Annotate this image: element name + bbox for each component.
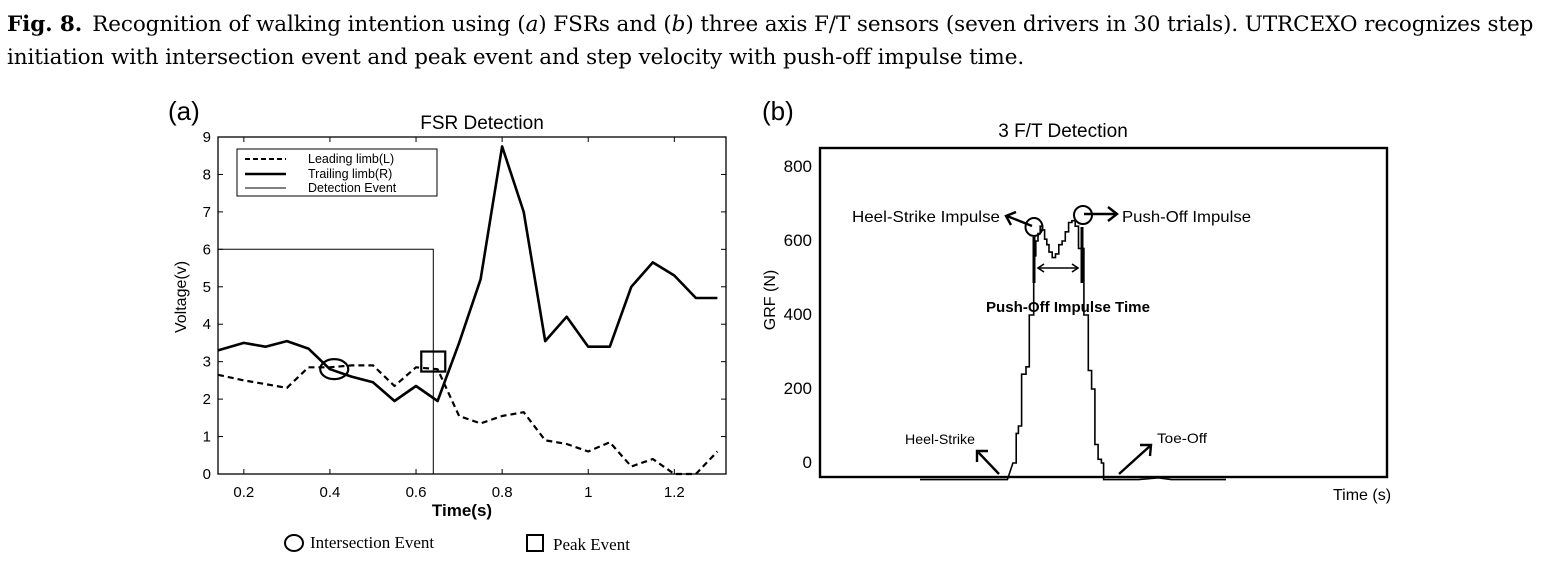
panel-b: (b) 3 F/T Detection 0 200 400 600 800 GRF (N… xyxy=(762,96,1391,504)
toe-off-arrow xyxy=(1118,445,1151,475)
chart-a-title: FSR Detection xyxy=(420,113,544,134)
chart-a-x-tick-label: 1.2 xyxy=(664,484,685,501)
peak-event-symbol xyxy=(526,534,544,552)
series-grf xyxy=(920,219,1226,481)
chart-a-y-axis: 0 1 2 3 4 5 6 7 8 9 xyxy=(203,129,726,483)
chart-a-y-tick-label: 5 xyxy=(203,279,211,296)
panel-a-label: (a) xyxy=(168,96,200,126)
panel-b-label: (b) xyxy=(762,96,794,126)
legend-label-leading: Leading limb(L) xyxy=(308,152,394,166)
heel-strike-arrowhead xyxy=(975,449,988,462)
caption-text-1: Recognition of walking intention using ( xyxy=(92,12,526,37)
intersection-event-symbol xyxy=(284,534,304,552)
chart-a-x-tick-label: 0.6 xyxy=(406,484,427,501)
chart-a-legend: Leading limb(L) Trailing limb(R) Detecti… xyxy=(236,148,438,197)
peak-event-marker xyxy=(420,350,447,373)
chart-a-y-tick-label: 4 xyxy=(203,316,211,333)
chart-a-x-tick-label: 0.8 xyxy=(492,484,513,501)
caption-a: a xyxy=(525,12,539,37)
caption-text-3: ) three axis F/T sensors (seven drivers … xyxy=(7,12,1534,70)
chart-b-title: 3 F/T Detection xyxy=(998,121,1128,142)
chart-a-y-tick-label: 6 xyxy=(203,241,211,258)
chart-a-x-label: Time(s) xyxy=(432,501,492,520)
heel-strike-impulse-circle xyxy=(1024,217,1044,237)
chart-a-x-tick-label: 0.2 xyxy=(233,484,254,501)
chart-a-series xyxy=(217,145,719,476)
series-leading-limb xyxy=(217,364,719,476)
heel-strike-arrow xyxy=(977,451,1000,475)
chart-a-marker-legend: Intersection Event Peak Event xyxy=(284,533,630,554)
legend-label-trailing: Trailing limb(R) xyxy=(308,167,392,181)
chart-a-y-label: Voltage(v) xyxy=(173,261,190,333)
series-trailing-limb xyxy=(217,145,718,403)
push-off-impulse-label: Push-Off Impulse xyxy=(1122,209,1251,226)
impulse-time-right-head xyxy=(1071,263,1080,273)
chart-b-y-tick-label: 800 xyxy=(784,157,812,176)
intersection-event-label: Intersection Event xyxy=(310,533,434,552)
chart-a-y-tick-label: 2 xyxy=(203,391,211,408)
chart-a-plot-frame xyxy=(217,136,727,475)
chart-b-series xyxy=(920,219,1226,481)
chart-b-annotations: Heel-Strike Impulse Push-Off Impulse Pus… xyxy=(852,205,1251,475)
chart-a-y-tick-label: 7 xyxy=(203,204,211,221)
heel-strike-label: Heel-Strike xyxy=(905,431,975,447)
chart-b-y-tick-label: 0 xyxy=(803,453,812,472)
legend-label-detection: Detection Event xyxy=(308,181,397,195)
intersection-event-marker xyxy=(319,358,350,381)
chart-b-y-axis: 0 200 400 600 800 xyxy=(784,157,812,472)
heel-strike-impulse-arrowhead xyxy=(1004,210,1017,226)
heel-strike-impulse-label: Heel-Strike Impulse xyxy=(852,209,1000,226)
push-off-impulse-time-label: Push-Off Impulse Time xyxy=(986,299,1150,316)
caption-b: b xyxy=(671,12,686,37)
chart-a-x-tick-label: 0.4 xyxy=(320,484,341,501)
chart-a-y-tick-label: 8 xyxy=(203,166,211,183)
chart-b-x-label: Time (s) xyxy=(1333,487,1391,504)
impulse-time-left-head xyxy=(1036,263,1045,273)
chart-a-y-tick-label: 1 xyxy=(203,429,211,446)
chart-a-y-tick-label: 3 xyxy=(203,354,211,371)
chart-a-y-tick-label: 0 xyxy=(203,466,211,483)
chart-b-y-tick-label: 400 xyxy=(784,305,812,324)
peak-event-label: Peak Event xyxy=(553,535,630,554)
chart-b-y-label: GRF (N) xyxy=(762,270,779,330)
figure-label: Fig. 8. xyxy=(7,12,83,37)
chart-a-markers xyxy=(319,350,447,381)
chart-b-y-tick-label: 200 xyxy=(784,379,812,398)
figure-caption: Fig. 8. Recognition of walking intention … xyxy=(7,8,1555,74)
push-off-impulse-arrowhead xyxy=(1107,206,1119,222)
toe-off-arrowhead xyxy=(1140,443,1153,457)
caption-text-2: ) FSRs and ( xyxy=(538,12,672,37)
chart-a-x-axis: 0.2 0.4 0.6 0.8 1 1.2 xyxy=(233,137,685,501)
chart-a-x-tick-label: 1 xyxy=(584,484,592,501)
heel-strike-impulse-arrow xyxy=(1006,214,1033,228)
series-detection-event xyxy=(218,248,434,474)
toe-off-label: Toe-Off xyxy=(1157,430,1207,446)
chart-a-y-tick-label: 9 xyxy=(203,129,211,146)
chart-b-y-tick-label: 600 xyxy=(784,231,812,250)
